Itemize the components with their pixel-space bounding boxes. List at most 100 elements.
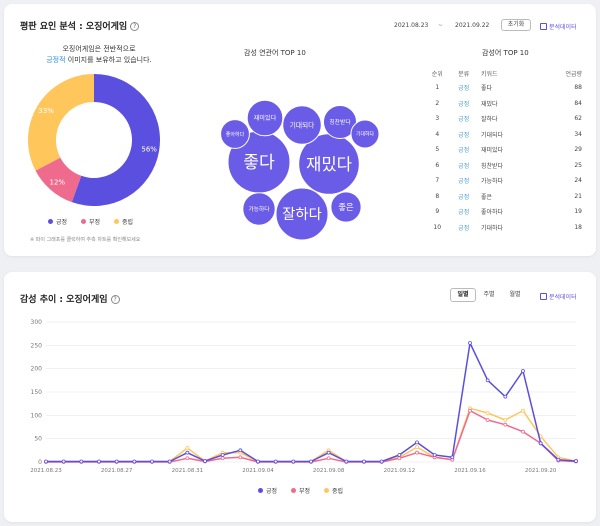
data-point[interactable] bbox=[362, 459, 366, 464]
data-point[interactable] bbox=[238, 455, 243, 460]
data-point[interactable] bbox=[432, 453, 437, 457]
rank-cell-kw[interactable]: 재밌다 bbox=[480, 100, 498, 108]
sentiment-trend-chart[interactable]: 0 50 100 150 200 250 300 2021.08.23 2021.08.27 20… bbox=[4, 312, 596, 472]
tab-daily[interactable]: 일별 bbox=[450, 288, 476, 302]
bubble-5[interactable] bbox=[322, 104, 358, 140]
data-point[interactable] bbox=[450, 455, 455, 460]
data-point[interactable] bbox=[468, 341, 472, 345]
data-point[interactable] bbox=[538, 441, 543, 446]
rank-cell-rank: 10 bbox=[433, 223, 442, 231]
date-end[interactable]: 2021.09.22 bbox=[455, 22, 490, 29]
data-point[interactable] bbox=[415, 450, 419, 455]
data-point[interactable] bbox=[256, 459, 260, 464]
data-point[interactable] bbox=[220, 453, 225, 457]
table-row: 7 긍정 가능하다 24 bbox=[424, 173, 584, 189]
data-point[interactable] bbox=[503, 422, 508, 427]
rank-cell-kw[interactable]: 좋다 bbox=[480, 85, 492, 93]
data-point[interactable] bbox=[238, 448, 243, 453]
data-point[interactable] bbox=[326, 450, 331, 455]
data-point[interactable] bbox=[397, 456, 402, 461]
data-point[interactable] bbox=[114, 459, 119, 464]
tab-weekly[interactable]: 주별 bbox=[483, 291, 495, 298]
rank-cell-kw[interactable]: 잘하다 bbox=[480, 116, 498, 124]
data-point[interactable] bbox=[150, 459, 154, 464]
data-point[interactable] bbox=[44, 459, 48, 464]
data-point[interactable] bbox=[326, 456, 331, 461]
date-start[interactable]: 2021.08.23 bbox=[394, 22, 429, 29]
data-point[interactable] bbox=[574, 459, 578, 463]
rank-cell-cat: 긍정 bbox=[458, 193, 470, 201]
series-line-0[interactable] bbox=[46, 342, 577, 463]
rank-cell-count: 62 bbox=[574, 115, 582, 123]
data-point[interactable] bbox=[397, 453, 402, 457]
legend-negative-2[interactable]: 부정 bbox=[290, 488, 310, 495]
rank-cell-kw[interactable]: 기대되다 bbox=[480, 131, 504, 139]
data-point[interactable] bbox=[185, 450, 190, 455]
series-line-2[interactable] bbox=[46, 407, 577, 463]
data-point[interactable] bbox=[167, 459, 172, 464]
legend-positive-2[interactable]: 긍정 bbox=[258, 488, 277, 495]
donut-slice-0[interactable] bbox=[71, 74, 160, 206]
data-point[interactable] bbox=[503, 394, 508, 399]
data-point[interactable] bbox=[203, 459, 207, 463]
data-point[interactable] bbox=[415, 445, 419, 449]
data-point[interactable] bbox=[556, 457, 561, 462]
data-point[interactable] bbox=[485, 378, 490, 383]
trend-card: 감성 추이 : 오징어게임? 일별 주별 월별 분석데이터 0 50 100 150 2… bbox=[4, 272, 596, 522]
download-button-1[interactable]: 분석데이터 bbox=[540, 22, 577, 31]
legend-positive[interactable]: 긍정 bbox=[48, 219, 67, 226]
data-point[interactable] bbox=[220, 456, 225, 461]
data-point[interactable] bbox=[521, 429, 525, 434]
legend-negative[interactable]: 부정 bbox=[80, 219, 100, 226]
rank-cell-rank: 9 bbox=[435, 208, 440, 216]
bubble-2[interactable] bbox=[275, 187, 329, 241]
legend-neutral-label-2: 중립 bbox=[331, 488, 343, 495]
tab-monthly[interactable]: 월별 bbox=[509, 291, 521, 298]
data-point[interactable] bbox=[485, 418, 490, 422]
help-icon[interactable]: ? bbox=[130, 22, 140, 31]
help-icon[interactable]: ? bbox=[110, 295, 120, 304]
legend-neutral-2[interactable]: 중립 bbox=[323, 488, 343, 495]
rank-cell-kw[interactable]: 재미있다 bbox=[480, 147, 504, 155]
rank-cell-kw[interactable]: 좋은 bbox=[480, 193, 492, 201]
summary-positive: 긍정적 bbox=[46, 56, 66, 64]
bubble-3[interactable] bbox=[282, 105, 322, 145]
data-point[interactable] bbox=[61, 459, 66, 464]
rank-cell-kw[interactable]: 기대하다 bbox=[480, 224, 504, 232]
reputation-card: 평판 요인 분석 : 오징어게임? 2021.08.23 ~ 2021.09.2… bbox=[4, 4, 596, 256]
data-point[interactable] bbox=[291, 459, 296, 464]
bubble-4[interactable] bbox=[246, 99, 284, 137]
y-tick-label: 300 bbox=[31, 319, 43, 326]
data-point[interactable] bbox=[185, 456, 190, 461]
data-point[interactable] bbox=[485, 411, 490, 415]
data-point[interactable] bbox=[185, 446, 190, 450]
data-point[interactable] bbox=[97, 459, 101, 464]
data-point[interactable] bbox=[79, 459, 84, 464]
legend-neutral[interactable]: 중립 bbox=[113, 219, 133, 226]
download-button-2[interactable]: 분석데이터 bbox=[540, 292, 577, 301]
reset-button[interactable]: 초기화 bbox=[501, 19, 531, 31]
bubble-label-7: 좋은 bbox=[338, 202, 354, 212]
data-point[interactable] bbox=[521, 408, 525, 413]
data-point[interactable] bbox=[503, 418, 508, 422]
donut-slice-1[interactable] bbox=[35, 157, 82, 203]
bubble-9[interactable] bbox=[350, 119, 380, 149]
bubble-7[interactable] bbox=[330, 191, 362, 223]
bubble-8[interactable] bbox=[220, 119, 250, 149]
bubble-6[interactable] bbox=[242, 192, 276, 226]
data-point[interactable] bbox=[309, 459, 313, 464]
data-point[interactable] bbox=[415, 440, 419, 445]
sentiment-donut-chart[interactable]: 56% 12% 33% bbox=[26, 72, 162, 208]
data-point[interactable] bbox=[521, 369, 525, 373]
data-point[interactable] bbox=[273, 459, 278, 464]
rank-cell-kw[interactable]: 칭찬받다 bbox=[480, 162, 504, 170]
rank-cell-kw[interactable]: 가능하다 bbox=[480, 178, 504, 186]
donut-slice-2[interactable] bbox=[27, 74, 94, 171]
data-point[interactable] bbox=[132, 459, 137, 464]
data-point[interactable] bbox=[344, 459, 349, 464]
rank-cell-kw[interactable]: 좋아하다 bbox=[480, 209, 504, 217]
data-point[interactable] bbox=[379, 459, 384, 464]
data-point[interactable] bbox=[468, 408, 472, 413]
series-line-1[interactable] bbox=[46, 409, 577, 463]
